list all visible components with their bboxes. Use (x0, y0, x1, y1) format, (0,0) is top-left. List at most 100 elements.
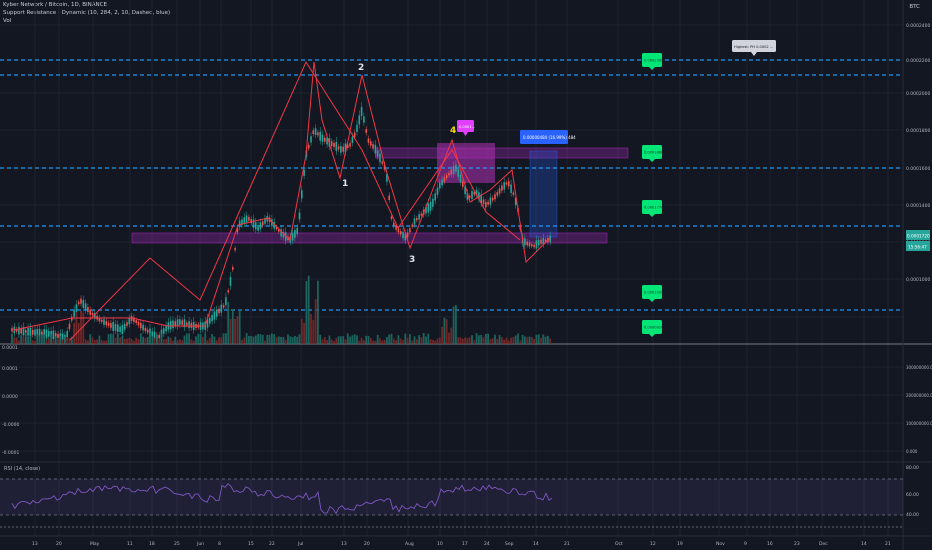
volume-bar (174, 336, 177, 344)
candle-body (307, 144, 310, 149)
volume-bar (480, 334, 483, 344)
volume-bar (261, 334, 264, 344)
candle-body (252, 219, 255, 228)
candle-body (501, 185, 503, 191)
volume-bar (519, 340, 522, 344)
volume-bar (448, 332, 450, 344)
x-tick-label: 20 (56, 541, 62, 547)
candle-body (372, 144, 374, 149)
osc-right-tick: 100000000.000 (906, 421, 932, 426)
volume-bar (326, 340, 328, 344)
candle-body (250, 219, 252, 224)
candle-body (425, 207, 427, 214)
candle-body (413, 218, 416, 225)
x-tick-label: 19 (677, 541, 683, 547)
wave-label-3: 3 (409, 255, 415, 265)
volume-bar (227, 302, 230, 344)
volume-bar (537, 334, 540, 344)
volume-bar (128, 337, 131, 344)
volume-bar (427, 333, 430, 344)
sr-tag-pointer (649, 334, 655, 337)
candle-body (351, 136, 354, 143)
volume-bar (146, 336, 149, 344)
candle-body (257, 224, 259, 231)
candle-body (487, 201, 489, 205)
rsi-tick: 40.00 (906, 512, 919, 518)
volume-bar (206, 340, 209, 344)
candle-body (181, 320, 183, 325)
candle-body (494, 194, 496, 200)
measure-box (529, 150, 558, 238)
volume-bar (47, 338, 50, 344)
candle-body (379, 153, 381, 163)
candle-body (301, 190, 303, 199)
volume-bar (510, 337, 512, 344)
volume-bar (257, 334, 259, 344)
candle-body (491, 197, 494, 201)
volume-bar (197, 333, 200, 344)
x-axis: 13 20 May 11 18 25 Jun 8 15 22 Jul 13 20 Aug 10 17 24 Sep… (32, 541, 891, 547)
volume-bar (415, 339, 418, 344)
x-tick-label: 11 (127, 541, 133, 547)
volume-bar (87, 340, 89, 344)
volume-bar (425, 336, 427, 344)
wave-label-4: 4 (450, 126, 456, 136)
candle-body (404, 234, 407, 241)
volume-bars (11, 275, 552, 344)
sr-tag-pointer (649, 159, 655, 162)
volume-bar (22, 337, 25, 344)
candle-body (84, 303, 87, 311)
volume-bar (360, 337, 363, 344)
candle-body (531, 244, 533, 247)
candle-body (455, 164, 457, 172)
volume-bar (70, 336, 73, 344)
volume-bar (245, 333, 248, 344)
volume-bar (64, 336, 66, 344)
x-tick-label: 10 (437, 541, 443, 547)
candle-body (52, 330, 55, 340)
sr-tag (642, 285, 662, 299)
candle-body (386, 173, 388, 182)
candle-body (390, 216, 393, 219)
volume-bar (195, 336, 197, 344)
volume-bar (167, 336, 170, 344)
candle-body (358, 115, 361, 125)
wave-label-1: 1 (342, 179, 348, 189)
candle-body (232, 267, 234, 270)
candle-body (395, 225, 397, 230)
candle-body (340, 145, 342, 153)
candle-body (374, 144, 377, 154)
volume-bar (397, 335, 400, 344)
candle-body (457, 169, 459, 177)
candle-body (179, 319, 181, 325)
candle-body (496, 192, 499, 196)
volume-bar (181, 340, 184, 344)
measure-text: 0.00000484 (16.99%) 484 (523, 135, 576, 140)
volume-bar (54, 336, 57, 344)
volume-bar (432, 339, 434, 344)
volume-bar (236, 316, 239, 344)
candle-body (45, 329, 48, 338)
volume-bar (475, 333, 478, 344)
candle-body (347, 144, 349, 149)
candle-body (169, 321, 172, 330)
candle-body (376, 150, 379, 157)
volume-legend[interactable]: Vol (3, 18, 12, 24)
wave-label-2: 2 (358, 63, 364, 73)
candle-body (144, 327, 147, 332)
candle-body (452, 166, 455, 175)
candle-body (450, 169, 453, 175)
volume-bar (107, 334, 110, 344)
indicator-legend[interactable]: Support Resistance - Dynamic (10, 284, 2… (3, 10, 171, 16)
candle-body (510, 184, 512, 193)
volume-bar (395, 340, 397, 344)
candle-body (225, 297, 227, 306)
volume-bar (317, 280, 319, 344)
volume-bar (172, 340, 174, 344)
candle-body (245, 215, 248, 223)
volume-bar (521, 334, 524, 344)
rsi-band (0, 479, 903, 515)
zigzag (13, 60, 551, 341)
wave4-tag-label: 0.0001... (459, 125, 475, 129)
